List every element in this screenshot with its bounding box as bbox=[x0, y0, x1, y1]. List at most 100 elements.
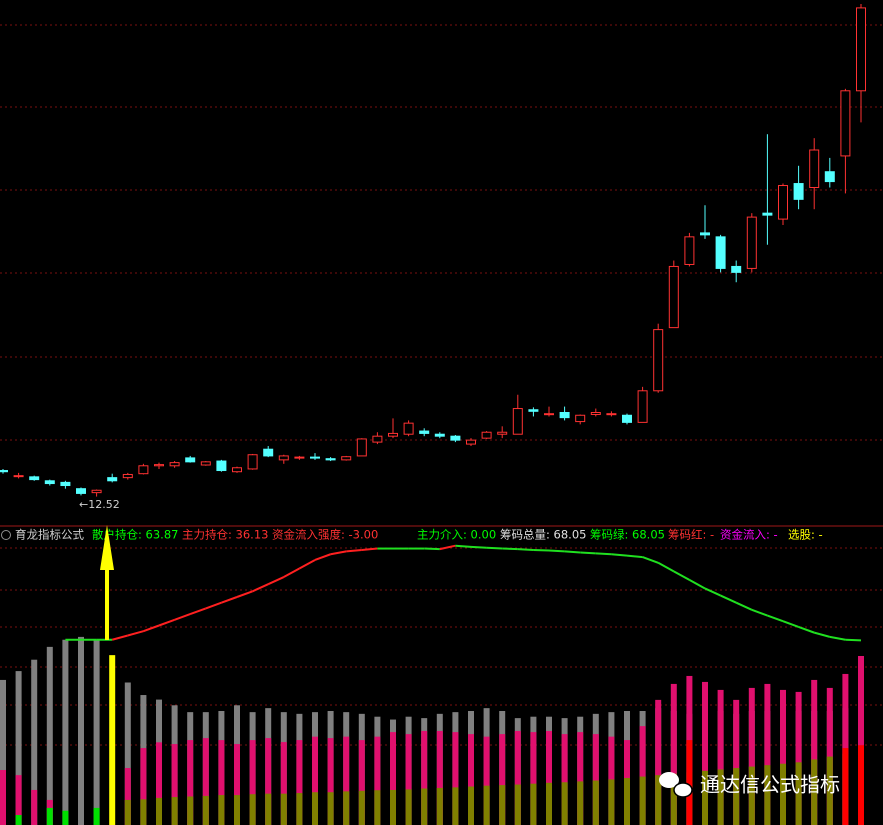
indicator-bar bbox=[280, 793, 287, 825]
indicator-bar bbox=[561, 734, 568, 825]
indicator-line bbox=[829, 635, 846, 641]
indicator-bar bbox=[499, 785, 506, 825]
candle-body bbox=[419, 430, 430, 434]
indicator-line bbox=[205, 601, 222, 610]
indicator-line bbox=[798, 625, 815, 634]
candle-body bbox=[856, 7, 866, 92]
indicator-bar bbox=[608, 779, 615, 825]
candle-body bbox=[497, 431, 508, 435]
indicator-bar bbox=[0, 769, 6, 825]
indicator-bar bbox=[0, 679, 6, 825]
candle-body bbox=[60, 481, 71, 487]
indicator-bar bbox=[733, 699, 740, 825]
indicator-bar bbox=[436, 730, 443, 825]
candle-body bbox=[91, 489, 102, 494]
indicator-bar bbox=[358, 740, 365, 825]
candle-body bbox=[809, 149, 820, 188]
indicator-bar bbox=[280, 742, 287, 825]
indicator-bar bbox=[124, 682, 131, 825]
indicator-line bbox=[252, 583, 269, 593]
indicator-bar bbox=[124, 799, 131, 825]
indicator-bar bbox=[390, 789, 396, 825]
indicator-line bbox=[330, 550, 347, 556]
watermark-text: 通达信公式指标 bbox=[700, 773, 840, 797]
indicator-bar bbox=[546, 730, 552, 825]
candle-body bbox=[372, 435, 383, 443]
indicator-line bbox=[595, 552, 612, 556]
indicator-line bbox=[158, 618, 175, 627]
indicator-bar bbox=[795, 762, 802, 825]
candle-body bbox=[668, 265, 679, 329]
indicator-bar bbox=[436, 787, 443, 825]
indicator-bar bbox=[561, 782, 568, 825]
indicator-bar bbox=[483, 736, 490, 825]
candle-body bbox=[590, 412, 601, 415]
candle-body bbox=[824, 171, 835, 183]
indicator-bar bbox=[514, 784, 521, 825]
indicator-line bbox=[470, 545, 487, 549]
candle-body bbox=[731, 265, 742, 273]
indicator-bar bbox=[31, 659, 38, 825]
indicator-line bbox=[813, 631, 831, 638]
candle-body bbox=[606, 413, 617, 416]
indicator-line bbox=[611, 553, 628, 557]
indicator-bar bbox=[265, 793, 272, 825]
indicator-bar bbox=[655, 775, 662, 825]
indicator-bar bbox=[702, 770, 708, 825]
indicator-line bbox=[626, 554, 643, 559]
indicator-bar bbox=[577, 732, 584, 825]
indicator-bar bbox=[234, 744, 240, 825]
indicator-bar bbox=[15, 775, 22, 825]
indicator-bar bbox=[717, 769, 724, 825]
indicator-line bbox=[735, 601, 753, 611]
header-item: 主力介入: 0.00 bbox=[417, 528, 496, 542]
indicator-bar bbox=[296, 793, 303, 825]
indicator-bar bbox=[670, 773, 677, 825]
indicator-bar bbox=[249, 794, 256, 825]
header-item: 资金流入: - bbox=[720, 528, 778, 542]
indicator-bar bbox=[374, 790, 381, 825]
candle-body bbox=[122, 473, 133, 479]
indicator-bar bbox=[811, 759, 818, 825]
indicator-bar bbox=[764, 683, 771, 825]
indicator-bar bbox=[46, 807, 53, 825]
indicator-line bbox=[657, 561, 675, 573]
candle-body bbox=[450, 435, 461, 441]
indicator-bar bbox=[312, 736, 318, 825]
indicator-bar bbox=[265, 738, 272, 825]
candle-body bbox=[232, 467, 242, 473]
candle-body bbox=[684, 236, 695, 265]
indicator-bar bbox=[374, 736, 381, 825]
candle-body bbox=[13, 475, 24, 478]
indicator-bar bbox=[452, 787, 459, 825]
indicator-bar bbox=[405, 789, 412, 825]
indicator-line bbox=[782, 620, 799, 628]
indicator-bar bbox=[62, 810, 69, 825]
indicator-bar bbox=[327, 738, 334, 825]
indicator-bar bbox=[780, 689, 786, 825]
candle-body bbox=[388, 432, 398, 437]
header-item: 主力持仓: 36.13 bbox=[182, 528, 268, 542]
indicator-bar bbox=[733, 768, 740, 825]
candle-body bbox=[29, 476, 40, 481]
indicator-bar bbox=[327, 792, 334, 825]
indicator-bar bbox=[468, 786, 474, 825]
candle-body bbox=[793, 183, 804, 200]
indicator-bar bbox=[858, 745, 864, 825]
indicator-line bbox=[346, 548, 362, 553]
header-item: 选股: - bbox=[788, 528, 823, 542]
indicator-bar bbox=[514, 730, 521, 825]
indicator-bar bbox=[343, 791, 350, 825]
indicator-line bbox=[580, 551, 596, 555]
indicator-bar bbox=[405, 734, 412, 825]
indicator-bar bbox=[483, 785, 490, 825]
header-item: 资金流入强度: -3.00 bbox=[272, 528, 378, 542]
indicator-bar bbox=[93, 639, 100, 825]
candle-body bbox=[138, 465, 149, 475]
candle-body bbox=[325, 458, 336, 461]
candle-body bbox=[840, 90, 851, 157]
collapse-icon[interactable] bbox=[1, 530, 11, 540]
indicator-bar bbox=[171, 797, 178, 825]
indicator-line bbox=[439, 544, 456, 551]
